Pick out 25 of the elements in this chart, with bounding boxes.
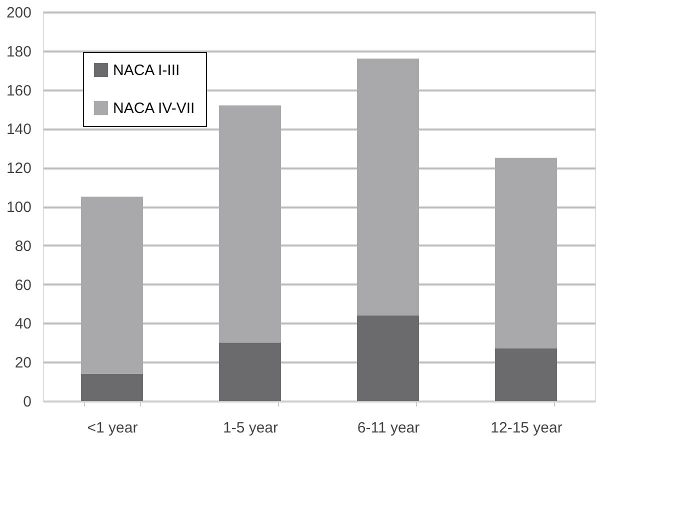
x-tick-label: 1-5 year	[222, 420, 278, 436]
x-tick-label: 12-15 year	[490, 420, 562, 436]
y-tick-label: 60	[14, 276, 32, 294]
y-tick-label: 160	[6, 82, 32, 100]
bar	[495, 158, 557, 348]
y-tick-label: 200	[6, 4, 32, 22]
bar	[357, 58, 419, 316]
bar	[81, 196, 143, 374]
y-tick-label: 140	[6, 121, 32, 138]
legend-label: NACA IV-VII	[113, 100, 195, 117]
bar	[357, 315, 419, 401]
y-tick-label: 180	[6, 43, 32, 60]
y-tick-label: 80	[14, 238, 32, 255]
y-tick-label: 20	[14, 354, 32, 372]
y-tick-label: 0	[23, 394, 32, 410]
bar	[219, 105, 281, 343]
y-tick-label: 100	[6, 199, 32, 216]
x-tick-label: <1 year	[87, 420, 138, 436]
y-tick-label: 40	[14, 316, 32, 333]
bar	[495, 348, 557, 401]
legend-label: NACA I-III	[113, 62, 180, 79]
bar	[81, 374, 143, 401]
x-tick-label: 6-11 year	[357, 420, 420, 436]
y-tick-label: 120	[6, 160, 32, 178]
bar	[219, 342, 281, 401]
